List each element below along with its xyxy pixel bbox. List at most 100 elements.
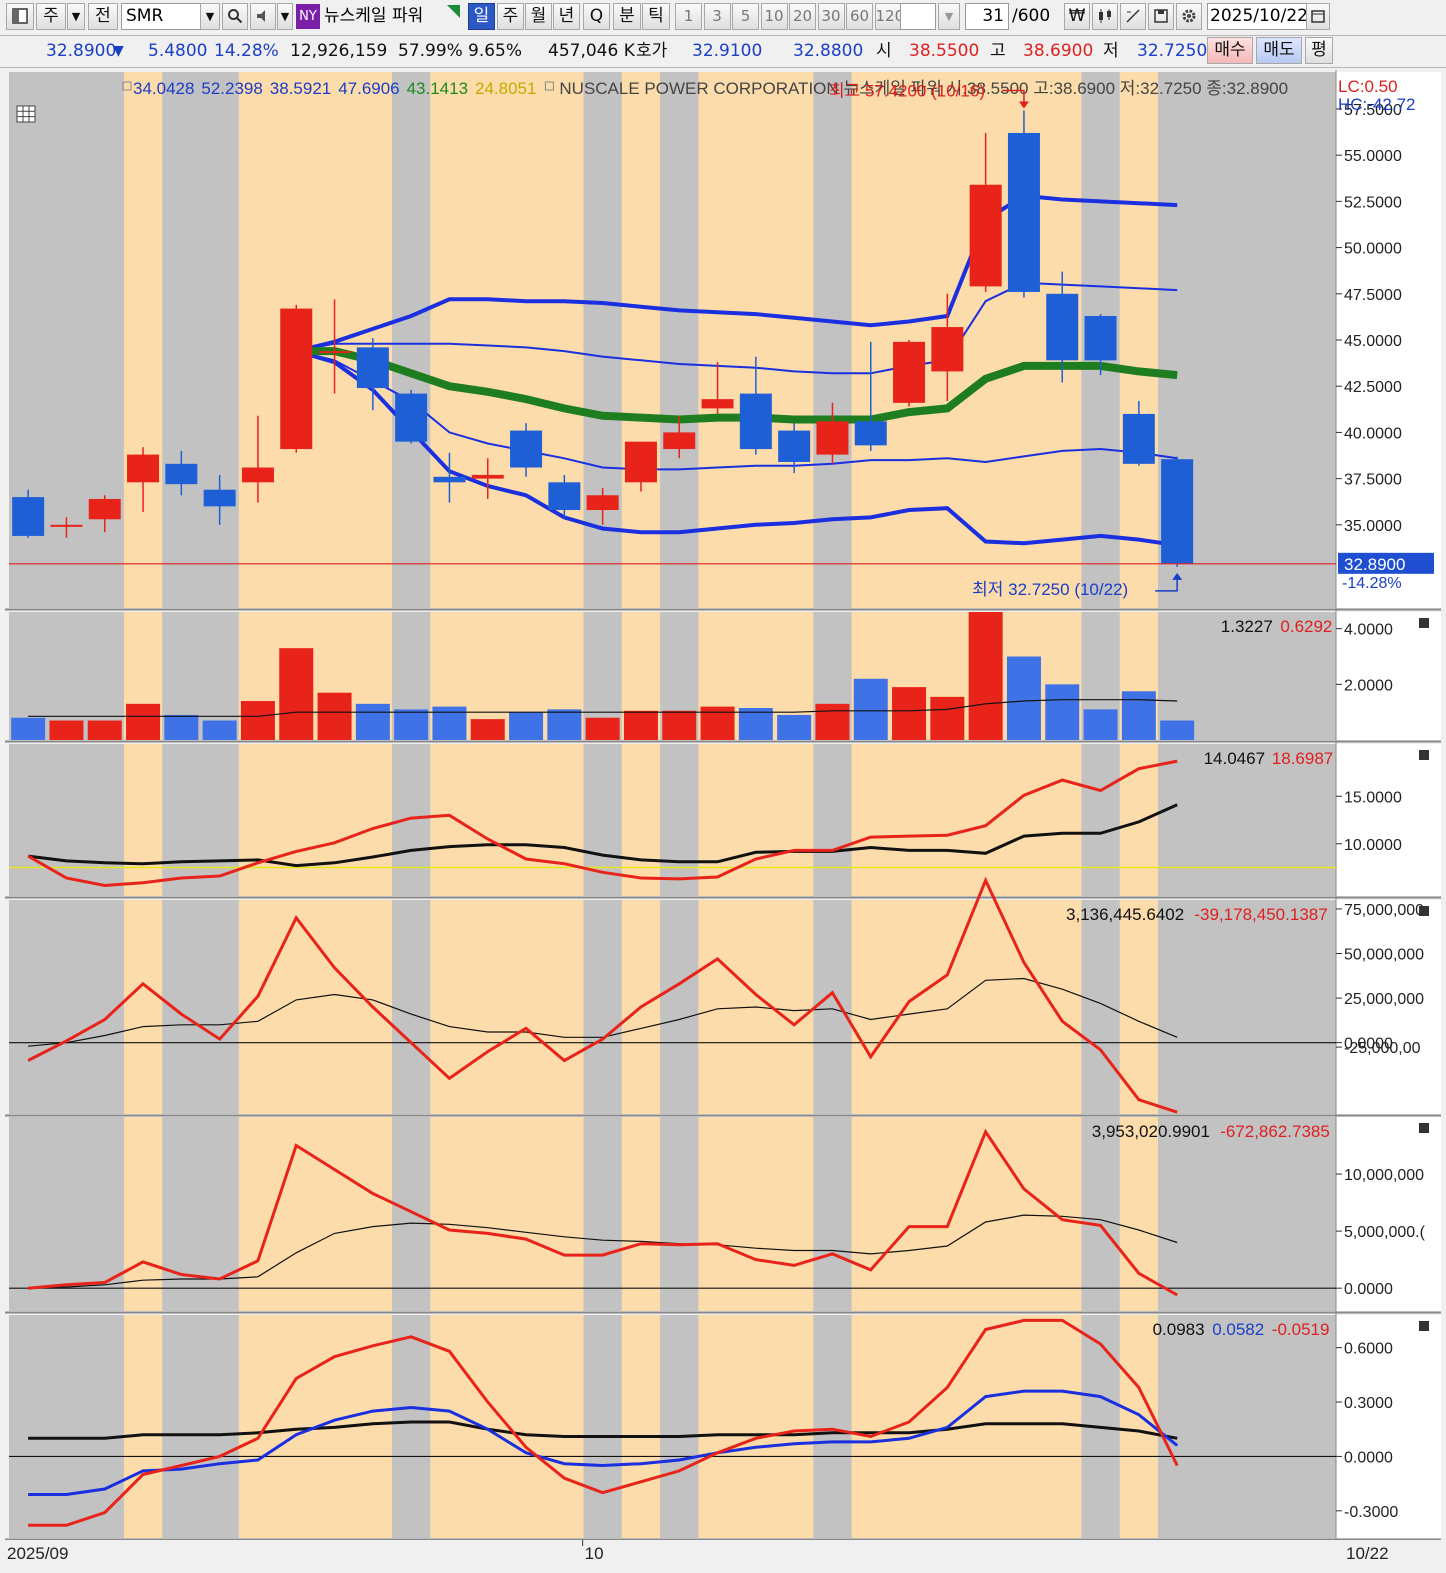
currency-button[interactable]: ₩ <box>1064 3 1090 30</box>
chevron-down-icon: ▼ <box>71 10 81 23</box>
buy-button[interactable]: 매수 <box>1207 37 1253 64</box>
flat-button[interactable]: 평 <box>1305 37 1333 64</box>
interval-button-3[interactable]: 3 <box>703 3 731 30</box>
draw-tool-button[interactable] <box>1120 3 1146 30</box>
y-tick-label: 35.0000 <box>1344 518 1402 535</box>
window-layout-button[interactable] <box>6 3 34 30</box>
volume-bar <box>547 709 582 740</box>
volume-bar <box>11 717 46 740</box>
x-label-mid: 10 <box>585 1544 604 1563</box>
calendar-button[interactable] <box>1306 3 1330 30</box>
chart-area[interactable]: 2025/09 10 10/22 57.5000 55.0000 52.5000 50.00… <box>5 70 1441 1568</box>
volume-bar <box>623 710 658 740</box>
shade-band <box>123 1315 163 1538</box>
interval-button-10[interactable]: 10 <box>760 3 788 30</box>
count-input[interactable]: 31 <box>965 3 1009 30</box>
y-tick-label: 4.0000 <box>1344 622 1393 639</box>
y-tick-label: -0.3000 <box>1344 1504 1398 1521</box>
shade-band <box>123 744 163 896</box>
date-input[interactable]: 2025/10/22 <box>1207 3 1308 30</box>
prev-button[interactable]: 전 <box>88 3 118 30</box>
shade-band <box>468 900 508 1114</box>
stock-chart[interactable]: 2025/09 10 10/22 57.5000 55.0000 52.5000 50.00… <box>5 70 1441 1568</box>
shade-band <box>1043 1117 1082 1311</box>
volume-bar <box>815 703 850 740</box>
shade-band <box>1043 900 1082 1114</box>
sound-dropdown-arrow[interactable]: ▼ <box>277 3 293 30</box>
shade-band <box>238 72 278 608</box>
interval-button-60[interactable]: 60 <box>846 3 873 30</box>
period-button-1[interactable]: 주 <box>497 3 524 30</box>
interval-button-1[interactable]: 1 <box>675 3 702 30</box>
tick-button[interactable]: 틱 <box>642 3 670 30</box>
shade-band <box>660 1117 699 1311</box>
shade-band <box>775 1315 814 1538</box>
legend-value-4: 43.1413 <box>407 79 468 98</box>
market-button[interactable]: 주 <box>36 3 66 30</box>
y-tick-label: 15.0000 <box>1344 789 1402 806</box>
candle-body <box>1007 132 1040 292</box>
bollinger-outer-lower <box>295 349 1178 548</box>
gear-icon <box>1182 9 1196 23</box>
shade-band <box>200 612 240 740</box>
shade-band <box>430 744 470 896</box>
period-button-2[interactable]: 월 <box>525 3 552 30</box>
x-label-start: 2025/09 <box>7 1544 68 1563</box>
candle-body <box>586 495 619 511</box>
shade-band <box>775 744 814 896</box>
shade-band <box>1081 1117 1121 1311</box>
symbol-input[interactable]: SMR <box>121 3 205 30</box>
shade-band <box>545 744 584 896</box>
period-button-4[interactable]: Q <box>583 3 610 30</box>
custom-interval-input[interactable] <box>900 3 936 30</box>
shade-band <box>200 744 240 896</box>
sell-button[interactable]: 매도 <box>1256 37 1302 64</box>
legend-value-1: 52.2398 <box>201 79 262 98</box>
flag-triangle-icon <box>447 5 460 18</box>
axis-bg-price <box>1336 72 1441 608</box>
interval-dropdown-arrow[interactable]: ▼ <box>938 3 960 30</box>
candle-body <box>433 476 466 483</box>
shade-band <box>1158 900 1197 1114</box>
y-tick-label: 42.5000 <box>1344 379 1402 396</box>
save-button[interactable] <box>1148 3 1174 30</box>
shade-band <box>47 744 87 896</box>
shade-band <box>583 1315 623 1538</box>
p2-red-line <box>27 759 1178 888</box>
shade-band <box>545 72 584 608</box>
candle-type-button[interactable] <box>1092 3 1118 30</box>
volume-bar <box>853 678 888 740</box>
shade-band <box>698 1315 738 1538</box>
symbol-dropdown-arrow[interactable]: ▼ <box>200 3 220 30</box>
search-button[interactable] <box>222 3 248 30</box>
period-button-0[interactable]: 일 <box>468 3 495 30</box>
volume-bar <box>202 720 237 740</box>
shade-band <box>200 1315 240 1538</box>
shade-band <box>85 744 125 896</box>
volume-bar <box>317 692 352 740</box>
shade-band <box>9 744 48 896</box>
ma-green <box>296 347 1178 424</box>
market-dropdown-arrow[interactable]: ▼ <box>67 3 85 30</box>
interval-button-5[interactable]: 5 <box>732 3 759 30</box>
shade-band <box>353 1117 393 1311</box>
candle-body <box>127 454 160 483</box>
current-price-tag <box>1338 552 1434 574</box>
interval-button-30[interactable]: 30 <box>817 3 845 30</box>
shade-band <box>238 1117 278 1311</box>
interval-button-20[interactable]: 20 <box>789 3 816 30</box>
period-button-3[interactable]: 년 <box>553 3 580 30</box>
sound-button[interactable] <box>250 3 276 30</box>
candle-body <box>739 393 772 450</box>
interval-button-120[interactable]: 120 <box>874 3 904 30</box>
ratio-2: 9.65% <box>468 41 523 61</box>
down-arrow-icon: ▼ <box>113 43 124 59</box>
y-tick-label: 47.5000 <box>1344 287 1402 304</box>
settings-button[interactable] <box>1176 3 1202 30</box>
shade-band <box>47 612 87 740</box>
shade-band <box>468 1117 508 1311</box>
minute-button[interactable]: 분 <box>613 3 641 30</box>
shade-band <box>698 1117 738 1311</box>
price-change: 5.4800 <box>148 41 208 61</box>
search-icon <box>228 9 243 24</box>
